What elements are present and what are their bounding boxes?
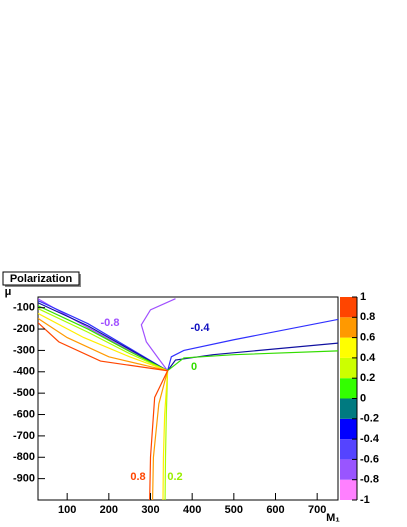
color-band [340, 479, 357, 500]
z-tick-label: -1 [360, 494, 370, 506]
x-tick-label: 200 [100, 504, 118, 516]
color-band [340, 317, 357, 338]
color-band [340, 459, 357, 480]
contour-label: -0.8 [101, 317, 120, 329]
contour-line [38, 322, 169, 500]
plot-frame [37, 296, 339, 501]
y-tick-label: -800 [13, 451, 35, 463]
contours [38, 298, 338, 500]
color-band [340, 378, 357, 399]
contour-label: 0.2 [167, 471, 182, 483]
color-band [340, 297, 357, 318]
y-tick-label: -600 [13, 408, 35, 420]
color-band [340, 418, 357, 440]
z-tick-label: 0.4 [360, 352, 376, 364]
y-tick-label: -300 [13, 344, 35, 356]
contour-line [38, 300, 338, 372]
y-tick-label: -700 [13, 430, 35, 442]
title-box [2, 271, 80, 286]
x-tick-label: 600 [266, 504, 284, 516]
y-axis-label: μ [5, 286, 12, 298]
y-tick-label: -500 [13, 387, 35, 399]
color-band [340, 439, 357, 460]
chart-title: Polarization [10, 273, 73, 285]
color-band [340, 357, 357, 379]
contour-label: 0.8 [130, 471, 145, 483]
z-tick-label: 0.6 [360, 332, 375, 344]
x-tick-label: 100 [58, 504, 76, 516]
color-band [340, 398, 357, 419]
z-tick-label: -0.8 [360, 474, 379, 486]
x-axis-label: M₁ [326, 512, 340, 524]
y-tick-label: -900 [13, 473, 35, 485]
z-tick-label: 0.8 [360, 311, 375, 323]
z-tick-label: 0 [360, 392, 366, 404]
x-tick-label: 300 [141, 504, 159, 516]
y-tick-label: -100 [13, 302, 35, 314]
z-tick-label: -0.6 [360, 453, 379, 465]
contour-label: 0 [191, 361, 197, 373]
z-tick-label: -0.4 [360, 433, 380, 445]
y-tick-label: -200 [13, 323, 35, 335]
contour-label: -0.4 [191, 322, 211, 334]
z-tick-label: -0.2 [360, 413, 379, 425]
z-tick-label: 0.2 [360, 372, 375, 384]
color-band [340, 337, 357, 358]
z-tick-label: 1 [360, 291, 366, 303]
x-tick-label: 700 [308, 504, 326, 516]
contour-line [38, 298, 176, 372]
x-tick-label: 500 [225, 504, 243, 516]
x-tick-label: 400 [183, 504, 201, 516]
y-tick-label: -400 [13, 366, 35, 378]
